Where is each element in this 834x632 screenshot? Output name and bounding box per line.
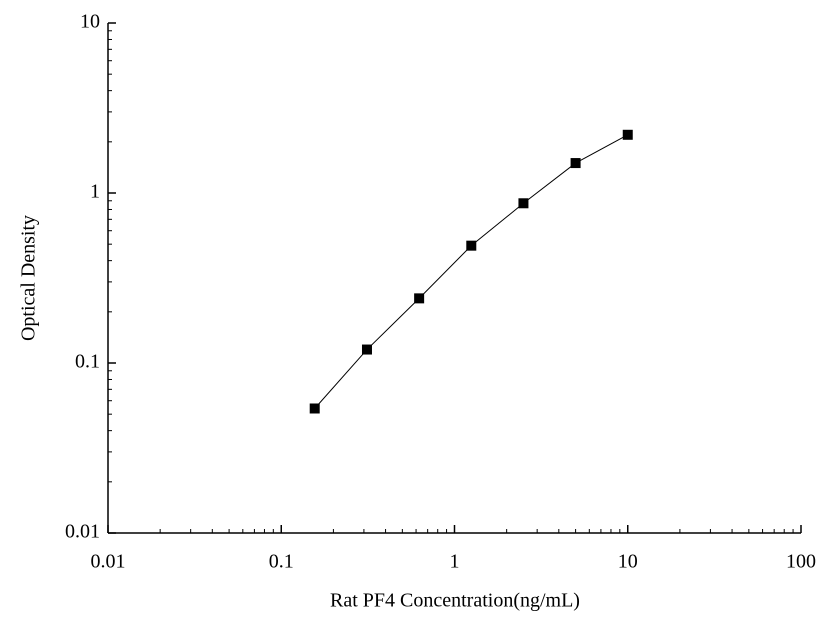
series-line (314, 134, 628, 409)
data-point (309, 403, 320, 414)
y-tick-label: 0.1 (75, 351, 100, 373)
x-tick-label: 100 (786, 551, 816, 573)
x-axis-label: Rat PF4 Concentration(ng/mL) (330, 590, 580, 612)
x-tick-label: 10 (618, 551, 638, 573)
x-tick-label: 0.1 (269, 551, 294, 573)
data-point (570, 158, 581, 169)
x-tick-label: 1 (450, 551, 460, 573)
data-point (622, 129, 633, 140)
data-point (414, 293, 425, 304)
y-axis-label: Optical Density (18, 215, 40, 341)
data-point (466, 240, 477, 251)
y-tick-label: 10 (80, 11, 100, 33)
data-point (518, 198, 529, 209)
y-tick-label: 0.01 (65, 521, 100, 543)
x-tick-label: 0.01 (91, 551, 126, 573)
y-tick-label: 1 (90, 181, 100, 203)
data-point (361, 344, 372, 355)
